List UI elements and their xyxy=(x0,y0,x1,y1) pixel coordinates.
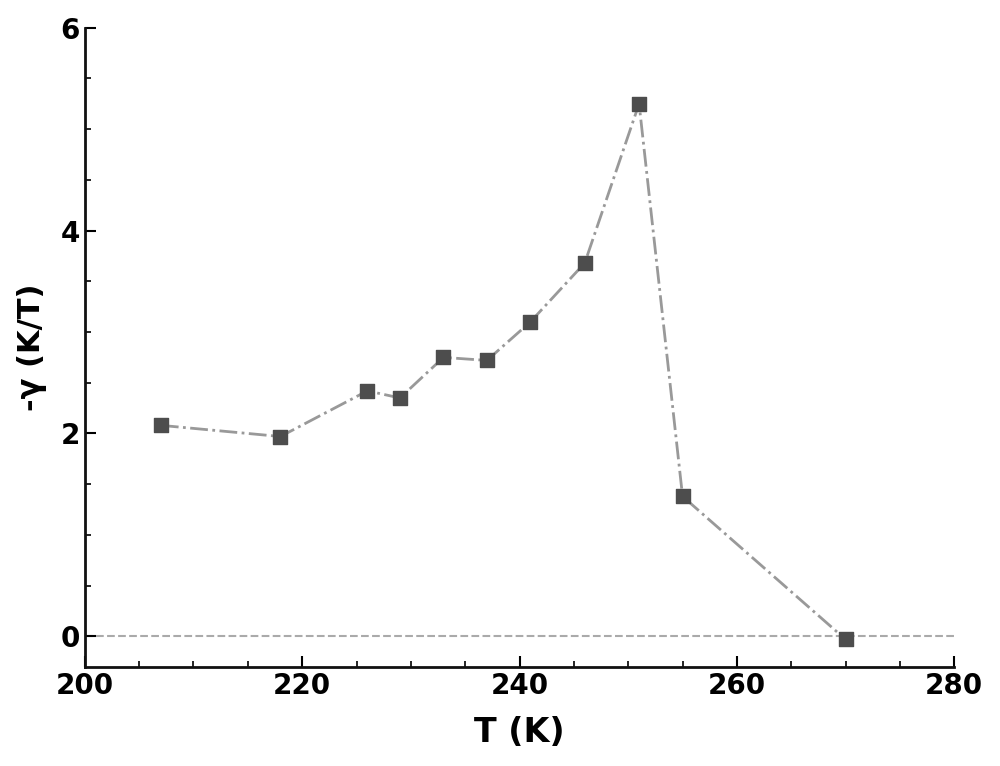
Point xyxy=(359,385,375,397)
Point xyxy=(153,419,169,431)
Point xyxy=(479,355,495,367)
X-axis label: T (K): T (K) xyxy=(474,716,565,749)
Point xyxy=(838,633,854,646)
Point xyxy=(522,316,538,328)
Point xyxy=(631,97,647,110)
Point xyxy=(577,257,593,269)
Point xyxy=(272,430,288,443)
Y-axis label: -γ (K/T): -γ (K/T) xyxy=(17,283,47,411)
Point xyxy=(392,392,408,404)
Point xyxy=(435,352,451,364)
Point xyxy=(675,490,691,502)
